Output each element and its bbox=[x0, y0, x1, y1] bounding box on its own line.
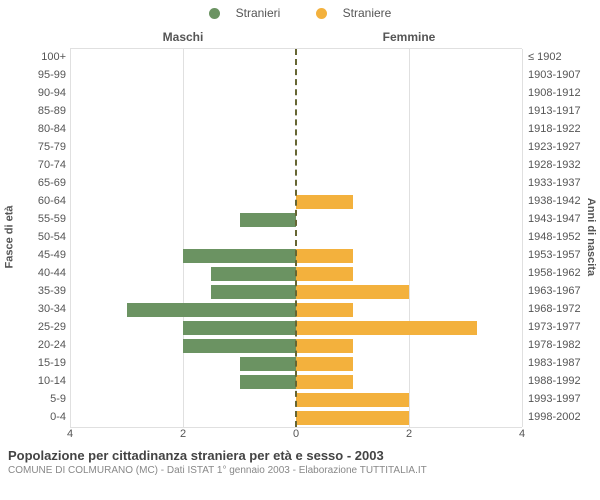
age-label: 10-14 bbox=[4, 372, 66, 390]
age-label: 95-99 bbox=[4, 66, 66, 84]
chart-subtitle: COMUNE DI COLMURANO (MC) - Dati ISTAT 1°… bbox=[8, 465, 592, 476]
birth-year-label: 1978-1982 bbox=[528, 336, 596, 354]
x-tick-label: 4 bbox=[519, 428, 525, 440]
birth-year-label: 1958-1962 bbox=[528, 264, 596, 282]
birth-year-label: 1953-1957 bbox=[528, 246, 596, 264]
birth-year-label: 1923-1927 bbox=[528, 138, 596, 156]
birth-year-label: 1968-1972 bbox=[528, 300, 596, 318]
age-label: 100+ bbox=[4, 48, 66, 66]
bar-male bbox=[183, 339, 296, 353]
age-label: 45-49 bbox=[4, 246, 66, 264]
age-label: 85-89 bbox=[4, 102, 66, 120]
birth-year-label: 1983-1987 bbox=[528, 354, 596, 372]
birth-year-label: 1988-1992 bbox=[528, 372, 596, 390]
age-label: 20-24 bbox=[4, 336, 66, 354]
legend-swatch-female bbox=[316, 8, 327, 19]
age-label: 5-9 bbox=[4, 390, 66, 408]
column-title-male: Maschi bbox=[70, 30, 296, 44]
birth-year-label: 1938-1942 bbox=[528, 192, 596, 210]
bar-female bbox=[296, 195, 353, 209]
bar-female bbox=[296, 339, 353, 353]
legend-label-female: Straniere bbox=[343, 6, 392, 20]
bar-male bbox=[240, 213, 297, 227]
center-line bbox=[295, 49, 297, 427]
age-label: 40-44 bbox=[4, 264, 66, 282]
population-pyramid-chart: Stranieri Straniere Maschi Femmine Fasce… bbox=[0, 0, 600, 500]
age-label: 65-69 bbox=[4, 174, 66, 192]
bar-female bbox=[296, 411, 409, 425]
bar-male bbox=[211, 285, 296, 299]
x-tick-label: 4 bbox=[67, 428, 73, 440]
age-label: 25-29 bbox=[4, 318, 66, 336]
legend-label-male: Stranieri bbox=[236, 6, 281, 20]
birth-year-label: 1918-1922 bbox=[528, 120, 596, 138]
bar-female bbox=[296, 357, 353, 371]
birth-year-label: 1928-1932 bbox=[528, 156, 596, 174]
age-label: 50-54 bbox=[4, 228, 66, 246]
bar-male bbox=[240, 375, 297, 389]
birth-year-label: ≤ 1902 bbox=[528, 48, 596, 66]
bar-male bbox=[183, 321, 296, 335]
legend: Stranieri Straniere bbox=[0, 6, 600, 22]
birth-year-label: 1908-1912 bbox=[528, 84, 596, 102]
x-tick-label: 2 bbox=[406, 428, 412, 440]
chart-footer: Popolazione per cittadinanza straniera p… bbox=[8, 448, 592, 476]
birth-year-label: 1903-1907 bbox=[528, 66, 596, 84]
age-label: 80-84 bbox=[4, 120, 66, 138]
bar-female bbox=[296, 303, 353, 317]
bar-female bbox=[296, 375, 353, 389]
bar-female bbox=[296, 393, 409, 407]
age-label: 35-39 bbox=[4, 282, 66, 300]
age-label: 75-79 bbox=[4, 138, 66, 156]
birth-year-label: 1913-1917 bbox=[528, 102, 596, 120]
gridline bbox=[522, 49, 523, 427]
legend-item-male: Stranieri bbox=[201, 6, 289, 20]
bar-female bbox=[296, 285, 409, 299]
bar-female bbox=[296, 267, 353, 281]
chart-title: Popolazione per cittadinanza straniera p… bbox=[8, 448, 592, 463]
x-tick-label: 0 bbox=[293, 428, 299, 440]
x-tick-label: 2 bbox=[180, 428, 186, 440]
legend-swatch-male bbox=[209, 8, 220, 19]
bar-female bbox=[296, 321, 477, 335]
age-label: 0-4 bbox=[4, 408, 66, 426]
birth-year-label: 1993-1997 bbox=[528, 390, 596, 408]
age-label: 30-34 bbox=[4, 300, 66, 318]
legend-item-female: Straniere bbox=[308, 6, 400, 20]
age-label: 15-19 bbox=[4, 354, 66, 372]
age-label: 90-94 bbox=[4, 84, 66, 102]
plot-area bbox=[70, 48, 522, 428]
birth-year-label: 1998-2002 bbox=[528, 408, 596, 426]
column-title-female: Femmine bbox=[296, 30, 522, 44]
birth-year-label: 1933-1937 bbox=[528, 174, 596, 192]
birth-year-label: 1943-1947 bbox=[528, 210, 596, 228]
bar-male bbox=[127, 303, 297, 317]
birth-year-label: 1963-1967 bbox=[528, 282, 596, 300]
birth-year-label: 1948-1952 bbox=[528, 228, 596, 246]
age-label: 70-74 bbox=[4, 156, 66, 174]
bar-male bbox=[240, 357, 297, 371]
birth-year-label: 1973-1977 bbox=[528, 318, 596, 336]
column-titles: Maschi Femmine bbox=[0, 30, 600, 48]
bar-male bbox=[211, 267, 296, 281]
bar-female bbox=[296, 249, 353, 263]
age-label: 55-59 bbox=[4, 210, 66, 228]
age-label: 60-64 bbox=[4, 192, 66, 210]
bar-male bbox=[183, 249, 296, 263]
